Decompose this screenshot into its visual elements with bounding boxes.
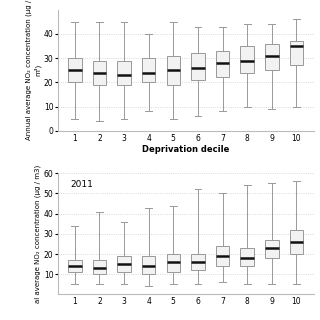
X-axis label: Deprivation decile: Deprivation decile <box>142 145 229 154</box>
PathPatch shape <box>93 260 106 274</box>
PathPatch shape <box>68 58 82 82</box>
PathPatch shape <box>142 256 156 274</box>
PathPatch shape <box>240 46 254 73</box>
PathPatch shape <box>191 53 205 80</box>
Text: 2011: 2011 <box>70 180 93 189</box>
PathPatch shape <box>240 248 254 266</box>
PathPatch shape <box>117 256 131 272</box>
PathPatch shape <box>290 230 303 254</box>
PathPatch shape <box>216 246 229 266</box>
PathPatch shape <box>191 254 205 270</box>
PathPatch shape <box>290 41 303 65</box>
PathPatch shape <box>68 260 82 272</box>
PathPatch shape <box>93 60 106 85</box>
Y-axis label: al average NO₂ concentration (μg / m3): al average NO₂ concentration (μg / m3) <box>35 165 41 303</box>
PathPatch shape <box>265 44 278 70</box>
PathPatch shape <box>117 60 131 85</box>
PathPatch shape <box>216 51 229 77</box>
Y-axis label: Annual average NO₂ concentration (μg /
m³): Annual average NO₂ concentration (μg / m… <box>26 0 41 140</box>
PathPatch shape <box>166 254 180 272</box>
PathPatch shape <box>265 240 278 258</box>
PathPatch shape <box>166 56 180 85</box>
PathPatch shape <box>142 58 156 82</box>
